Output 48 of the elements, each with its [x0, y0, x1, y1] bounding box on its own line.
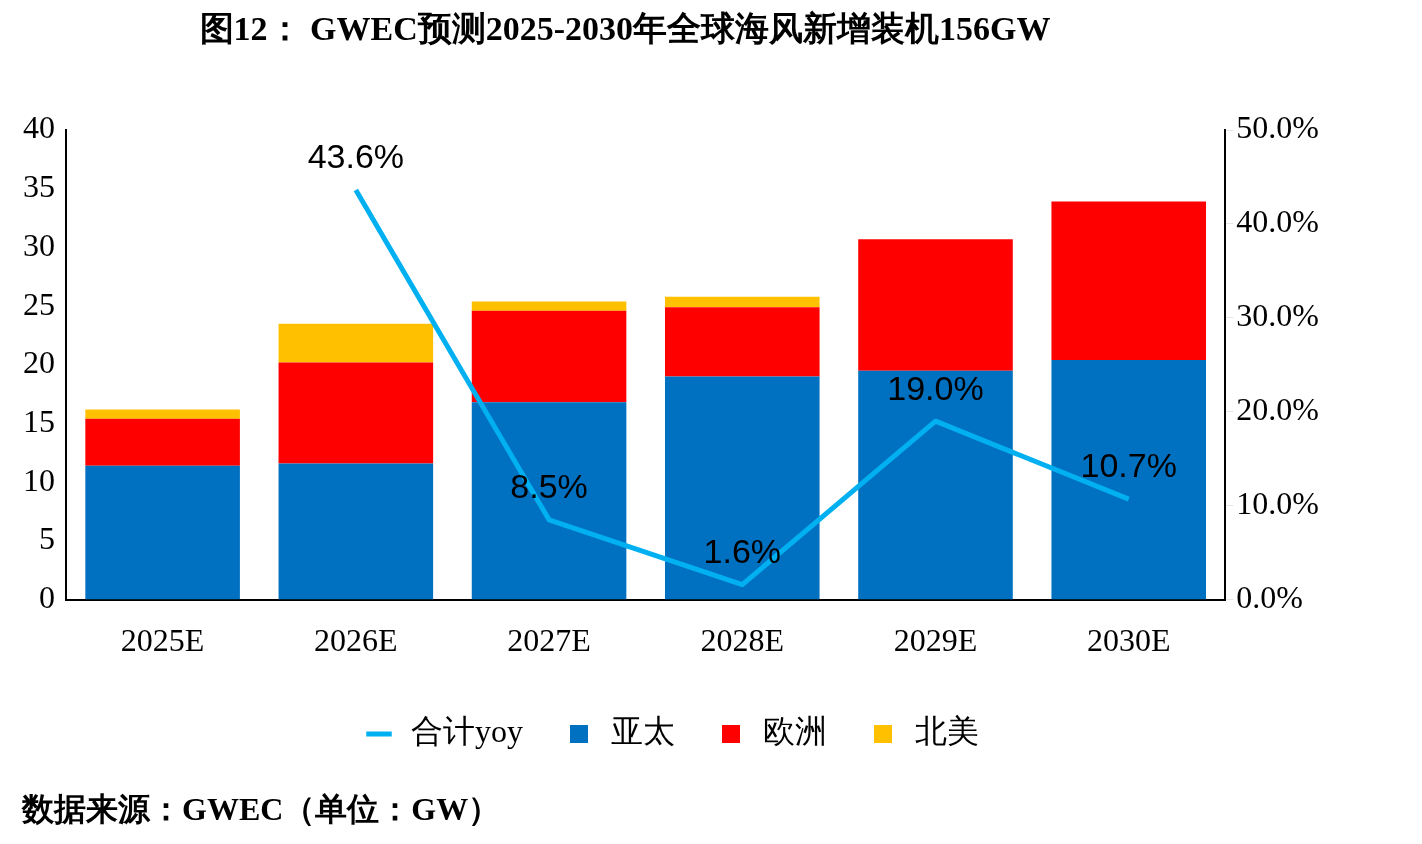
y2-tick-label: 50.0%: [1236, 109, 1319, 146]
y-tick-label: 10: [23, 461, 55, 498]
x-tick-label: 2028E: [700, 622, 785, 659]
x-tick-label: 2030E: [1086, 622, 1171, 659]
bar: [1051, 201, 1207, 361]
y2-tick-label: 0.0%: [1236, 579, 1303, 616]
bar: [471, 310, 627, 403]
bar: [858, 239, 1013, 371]
y-tick-label: 0: [39, 579, 55, 616]
data-label: 1.6%: [703, 531, 782, 570]
bar: [85, 418, 240, 466]
bar: [85, 465, 240, 600]
bar: [471, 301, 627, 311]
y2-tick-label: 20.0%: [1236, 391, 1319, 428]
bar: [664, 296, 820, 308]
x-tick-label: 2026E: [314, 622, 398, 659]
data-label: 19.0%: [887, 368, 984, 407]
y2-tick-label: 30.0%: [1236, 297, 1319, 334]
source-note: 数据来源：GWEC（单位：GW）: [22, 790, 501, 829]
data-label: 8.5%: [510, 467, 588, 506]
data-label: 10.7%: [1080, 446, 1177, 485]
bar: [278, 362, 434, 464]
legend-label: 欧洲: [763, 713, 827, 750]
data-label: 43.6%: [307, 137, 405, 176]
bar: [278, 323, 434, 363]
x-tick-label: 2027E: [507, 622, 591, 659]
bar: [664, 307, 820, 377]
y-tick-label: 40: [23, 109, 55, 146]
y-tick-label: 30: [23, 226, 55, 263]
bar: [85, 409, 240, 419]
y-tick-label: 25: [23, 285, 55, 322]
bar: [1051, 360, 1207, 600]
y-tick-label: 15: [23, 402, 55, 439]
y-tick-label: 20: [23, 344, 55, 381]
y-tick-label: 35: [23, 168, 55, 205]
legend-label: 亚太: [611, 713, 675, 750]
x-tick-label: 2029E: [893, 622, 978, 659]
bar: [471, 402, 627, 600]
y-tick-label: 5: [39, 520, 55, 557]
bar: [664, 376, 820, 600]
chart-title: 图12： GWEC预测2025-2030年全球海风新增装机156GW: [198, 9, 1052, 49]
y2-tick-label: 40.0%: [1236, 203, 1319, 240]
bar: [278, 463, 434, 600]
legend-label: 合计yoy: [411, 713, 523, 750]
x-tick-label: 2025E: [120, 622, 205, 659]
bar: [858, 370, 1013, 600]
legend-label: 北美: [915, 713, 979, 750]
y2-tick-label: 10.0%: [1236, 485, 1319, 522]
